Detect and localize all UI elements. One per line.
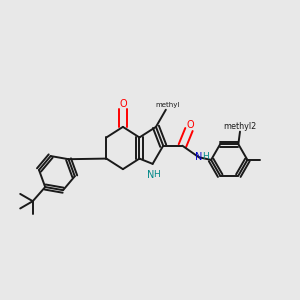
Text: O: O: [119, 99, 127, 109]
Text: H: H: [154, 170, 160, 179]
Text: methyl: methyl: [155, 102, 180, 108]
Text: O: O: [187, 120, 194, 130]
Text: N: N: [147, 170, 155, 180]
Text: N: N: [194, 152, 202, 162]
Text: methyl2: methyl2: [224, 122, 256, 131]
Text: H: H: [202, 152, 209, 161]
